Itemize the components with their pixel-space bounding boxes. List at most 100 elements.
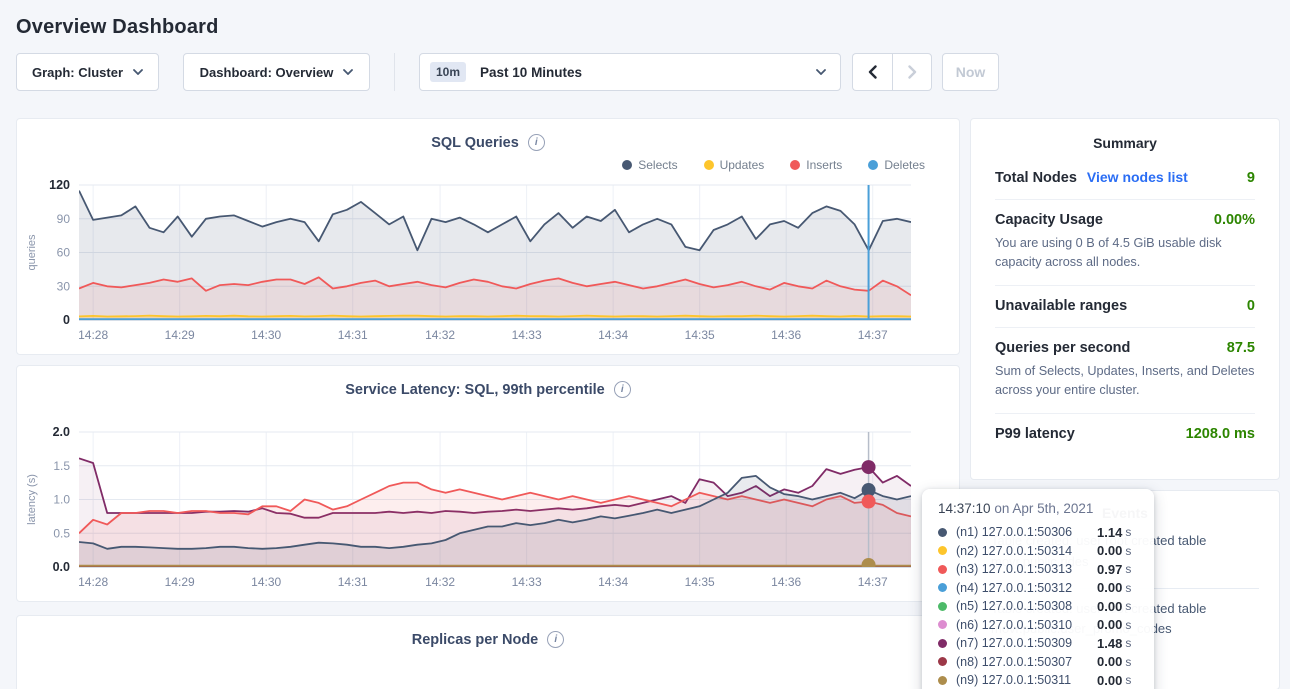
latency-unit: s xyxy=(1125,562,1131,576)
time-range-dropdown[interactable]: 10m Past 10 Minutes xyxy=(419,53,841,91)
node-latency-value: 0.00 xyxy=(1097,654,1122,669)
svg-text:14:35: 14:35 xyxy=(685,575,715,589)
svg-text:14:37: 14:37 xyxy=(858,575,888,589)
node-latency-value: 1.48 xyxy=(1097,636,1122,651)
info-icon[interactable]: i xyxy=(614,381,631,398)
toolbar: Graph: Cluster Dashboard: Overview 10m P… xyxy=(16,53,1274,91)
svg-text:14:33: 14:33 xyxy=(512,575,542,589)
node-color-dot xyxy=(938,639,947,648)
info-icon[interactable]: i xyxy=(528,134,545,151)
node-color-dot xyxy=(938,657,947,666)
node-address: (n4) 127.0.0.1:50312 xyxy=(956,581,1097,595)
svg-text:14:29: 14:29 xyxy=(165,575,195,589)
svg-text:1.0: 1.0 xyxy=(53,493,70,507)
svg-text:120: 120 xyxy=(49,178,70,192)
p99-latency-label: P99 latency xyxy=(995,426,1075,442)
svg-text:14:30: 14:30 xyxy=(251,328,281,342)
qps-label: Queries per second xyxy=(995,340,1130,356)
unavailable-ranges-label: Unavailable ranges xyxy=(995,298,1127,314)
capacity-usage-value: 0.00% xyxy=(1214,212,1255,228)
time-range-badge: 10m xyxy=(430,62,466,82)
summary-panel: Summary Total Nodes View nodes list 9 Ca… xyxy=(970,118,1280,480)
summary-row-p99: P99 latency 1208.0 ms xyxy=(995,414,1255,455)
legend-item-selects[interactable]: Selects xyxy=(622,158,677,172)
graph-dropdown[interactable]: Graph: Cluster xyxy=(16,53,159,91)
qps-desc: Sum of Selects, Updates, Inserts, and De… xyxy=(995,362,1255,400)
summary-row-total-nodes: Total Nodes View nodes list 9 xyxy=(995,157,1255,200)
graph-dropdown-label: Graph: Cluster xyxy=(32,65,123,80)
node-latency-value: 0.00 xyxy=(1097,580,1122,595)
svg-text:90: 90 xyxy=(57,212,71,226)
node-address: (n7) 127.0.0.1:50309 xyxy=(956,636,1097,650)
latency-chart[interactable]: 14:2814:2914:3014:3114:3214:3314:3414:35… xyxy=(17,424,957,602)
sql-queries-chart[interactable]: 14:2814:2914:3014:3114:3214:3314:3414:35… xyxy=(17,177,957,355)
latency-unit: s xyxy=(1125,636,1131,650)
svg-text:14:35: 14:35 xyxy=(685,328,715,342)
legend-item-deletes[interactable]: Deletes xyxy=(868,158,925,172)
next-time-button[interactable] xyxy=(892,53,932,91)
node-latency-value: 0.97 xyxy=(1097,562,1122,577)
legend-item-inserts[interactable]: Inserts xyxy=(790,158,842,172)
tooltip-node-row: (n3) 127.0.0.1:503130.97s xyxy=(938,560,1138,579)
summary-title: Summary xyxy=(995,135,1255,151)
node-color-dot xyxy=(938,546,947,555)
node-color-dot xyxy=(938,528,947,537)
legend-label: Inserts xyxy=(806,158,842,172)
legend-dot xyxy=(704,160,714,170)
chevron-down-icon xyxy=(816,69,826,75)
node-latency-value: 0.00 xyxy=(1097,543,1122,558)
svg-text:14:31: 14:31 xyxy=(338,575,368,589)
svg-text:14:36: 14:36 xyxy=(771,575,801,589)
node-address: (n1) 127.0.0.1:50306 xyxy=(956,525,1097,539)
node-address: (n8) 127.0.0.1:50307 xyxy=(956,655,1097,669)
latency-chart-card: Service Latency: SQL, 99th percentile i … xyxy=(16,365,960,602)
svg-text:14:30: 14:30 xyxy=(251,575,281,589)
sql-queries-chart-title: SQL Queries xyxy=(431,135,519,151)
page-title: Overview Dashboard xyxy=(16,16,1290,39)
replicas-chart-card: Replicas per Node i xyxy=(16,615,960,689)
legend-label: Selects xyxy=(638,158,677,172)
total-nodes-label: Total Nodes xyxy=(995,170,1077,186)
tooltip-node-rows: (n1) 127.0.0.1:503061.14s(n2) 127.0.0.1:… xyxy=(938,523,1138,689)
node-address: (n9) 127.0.0.1:50311 xyxy=(956,673,1097,687)
svg-text:14:28: 14:28 xyxy=(78,575,108,589)
dashboard-dropdown[interactable]: Dashboard: Overview xyxy=(183,53,370,91)
capacity-usage-label: Capacity Usage xyxy=(995,212,1103,228)
tooltip-node-row: (n5) 127.0.0.1:503080.00s xyxy=(938,597,1138,616)
svg-text:1.5: 1.5 xyxy=(53,459,70,473)
chart-hover-tooltip: 14:37:10 on Apr 5th, 2021 (n1) 127.0.0.1… xyxy=(922,489,1154,689)
legend-item-updates[interactable]: Updates xyxy=(704,158,765,172)
svg-text:60: 60 xyxy=(57,246,71,260)
charts-column: SQL Queries i Selects Updates Inserts Delet… xyxy=(16,118,960,689)
node-address: (n6) 127.0.0.1:50310 xyxy=(956,618,1097,632)
tooltip-node-row: (n1) 127.0.0.1:503061.14s xyxy=(938,523,1138,542)
unavailable-ranges-value: 0 xyxy=(1247,298,1255,314)
node-latency-value: 1.14 xyxy=(1097,525,1122,540)
svg-text:14:28: 14:28 xyxy=(78,328,108,342)
node-address: (n2) 127.0.0.1:50314 xyxy=(956,544,1097,558)
legend-dot xyxy=(622,160,632,170)
latency-unit: s xyxy=(1125,581,1131,595)
node-address: (n5) 127.0.0.1:50308 xyxy=(956,599,1097,613)
summary-row-capacity-usage: Capacity Usage 0.00% You are using 0 B o… xyxy=(995,200,1255,286)
latency-chart-title: Service Latency: SQL, 99th percentile xyxy=(345,382,605,398)
now-button[interactable]: Now xyxy=(942,53,999,91)
sql-queries-chart-card: SQL Queries i Selects Updates Inserts Delet… xyxy=(16,118,960,355)
sql-queries-legend: Selects Updates Inserts Deletes xyxy=(17,153,959,177)
legend-dot xyxy=(790,160,800,170)
info-icon[interactable]: i xyxy=(547,631,564,648)
node-color-dot xyxy=(938,620,947,629)
latency-unit: s xyxy=(1125,544,1131,558)
replicas-chart-title: Replicas per Node xyxy=(412,632,539,648)
svg-text:14:31: 14:31 xyxy=(338,328,368,342)
view-nodes-list-link[interactable]: View nodes list xyxy=(1087,169,1188,185)
svg-text:14:34: 14:34 xyxy=(598,575,628,589)
node-latency-value: 0.00 xyxy=(1097,599,1122,614)
svg-text:14:34: 14:34 xyxy=(598,328,628,342)
latency-unit: s xyxy=(1125,599,1131,613)
chevron-left-icon xyxy=(868,65,877,79)
prev-time-button[interactable] xyxy=(852,53,892,91)
node-latency-value: 0.00 xyxy=(1097,617,1122,632)
summary-row-unavailable-ranges: Unavailable ranges 0 xyxy=(995,286,1255,328)
p99-latency-value: 1208.0 ms xyxy=(1186,426,1255,442)
